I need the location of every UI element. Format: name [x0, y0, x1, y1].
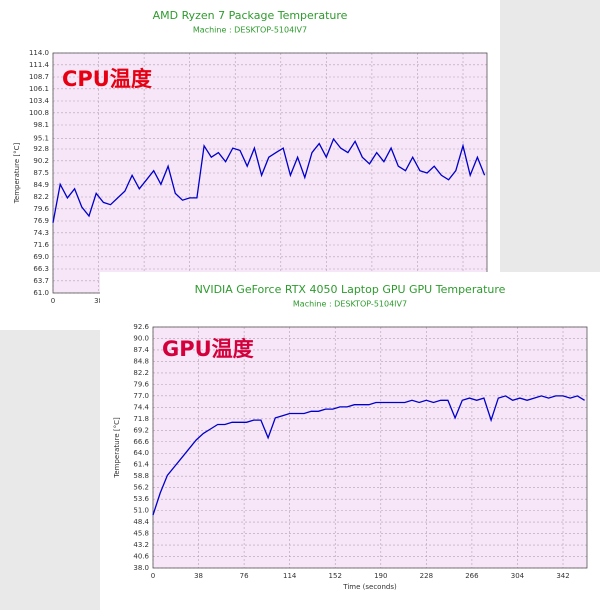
y-tick-label: 90.0 — [133, 334, 149, 342]
y-tick-label: 74.3 — [33, 229, 49, 237]
y-tick-label: 61.0 — [33, 289, 49, 297]
y-tick-label: 98.1 — [33, 121, 49, 129]
y-tick-label: 87.4 — [133, 346, 149, 354]
y-tick-label: 92.8 — [33, 145, 49, 153]
y-tick-label: 53.6 — [133, 495, 149, 503]
x-tick-label: 38 — [94, 297, 103, 305]
y-tick-label: 58.8 — [133, 472, 149, 480]
chart-title: AMD Ryzen 7 Package Temperature — [153, 9, 348, 22]
x-tick-label: 304 — [511, 572, 525, 580]
y-tick-label: 114.0 — [29, 49, 49, 57]
x-tick-label: 190 — [374, 572, 387, 580]
y-tick-label: 38.0 — [133, 564, 149, 572]
y-tick-label: 77.0 — [133, 392, 149, 400]
y-tick-label: 71.6 — [33, 241, 49, 249]
plot-border — [152, 326, 588, 569]
y-tick-label: 79.6 — [133, 380, 149, 388]
y-tick-label: 45.8 — [133, 530, 149, 538]
y-tick-label: 82.2 — [133, 369, 149, 377]
y-tick-label: 74.4 — [133, 403, 149, 411]
y-tick-label: 66.6 — [133, 438, 149, 446]
y-tick-label: 108.7 — [29, 73, 49, 81]
y-tick-label: 76.9 — [33, 217, 49, 225]
x-tick-label: 342 — [556, 572, 569, 580]
y-tick-label: 79.6 — [33, 205, 49, 213]
x-tick-label: 228 — [420, 572, 433, 580]
x-tick-label: 266 — [465, 572, 479, 580]
y-tick-label: 92.6 — [133, 323, 149, 331]
y-tick-label: 51.0 — [133, 507, 149, 515]
y-tick-label: 64.0 — [133, 449, 149, 457]
y-tick-label: 43.2 — [133, 541, 149, 549]
chart-subtitle: Machine : DESKTOP-5104IV7 — [293, 300, 407, 309]
y-tick-label: 61.4 — [133, 461, 149, 469]
y-tick-label: 82.2 — [33, 193, 49, 201]
x-tick-label: 0 — [51, 297, 55, 305]
y-tick-label: 106.1 — [29, 85, 49, 93]
plot-area — [153, 327, 587, 568]
y-tick-label: 84.8 — [133, 357, 149, 365]
chart-title: NVIDIA GeForce RTX 4050 Laptop GPU GPU T… — [195, 283, 506, 296]
chart-subtitle: Machine : DESKTOP-5104IV7 — [193, 26, 307, 35]
temperature-line — [52, 137, 486, 223]
annotation: GPU温度 — [162, 337, 254, 361]
x-tick-label: 38 — [194, 572, 203, 580]
y-tick-label: 66.3 — [33, 265, 49, 273]
y-tick-label: 71.8 — [133, 415, 149, 423]
x-tick-label: 152 — [329, 572, 342, 580]
y-tick-label: 111.4 — [29, 61, 50, 69]
y-tick-label: 69.2 — [133, 426, 149, 434]
y-tick-label: 103.4 — [29, 97, 50, 105]
y-tick-label: 100.8 — [29, 109, 49, 117]
y-tick-label: 63.7 — [33, 277, 49, 285]
temperature-line — [152, 395, 585, 516]
y-tick-label: 90.2 — [33, 157, 49, 165]
y-tick-label: 56.2 — [133, 484, 149, 492]
y-tick-label: 84.9 — [33, 181, 49, 189]
y-tick-label: 95.1 — [33, 135, 49, 143]
x-tick-label: 76 — [240, 572, 249, 580]
x-tick-label: 114 — [283, 572, 297, 580]
y-axis-label: Temperature [°C] — [13, 143, 21, 205]
y-tick-label: 48.4 — [133, 518, 149, 526]
annotation: CPU温度 — [62, 67, 152, 91]
x-tick-label: 0 — [151, 572, 155, 580]
y-tick-label: 69.0 — [33, 253, 49, 261]
x-axis-label: Time (seconds) — [342, 583, 397, 591]
y-axis-label: Temperature [°C] — [113, 417, 121, 479]
y-tick-label: 87.5 — [33, 169, 49, 177]
y-tick-label: 40.6 — [133, 553, 149, 561]
